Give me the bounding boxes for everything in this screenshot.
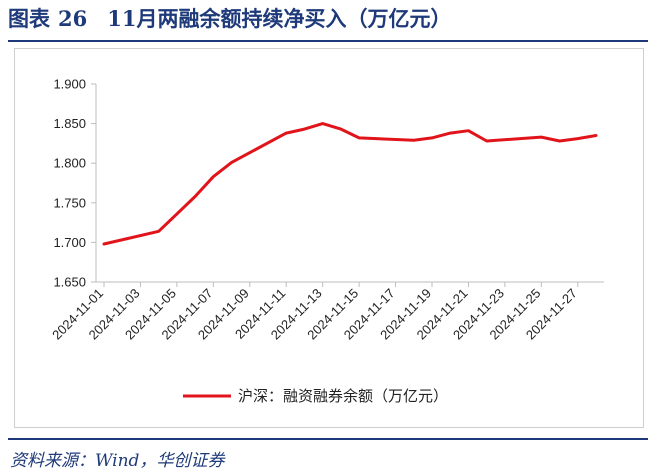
data-point [467,129,470,132]
data-point [558,139,561,143]
data-point [303,127,306,131]
data-point [230,161,233,164]
data-point [175,212,179,216]
y-tick-label: 1.800 [53,156,86,171]
data-point [285,131,288,135]
source-note: 资料来源：Wind，华创证券 [10,451,225,471]
data-point [339,127,343,131]
chart-frame [14,48,644,428]
data-point [321,122,324,125]
figure-number: 26 [58,6,88,31]
data-point [212,175,215,178]
data-point [540,135,543,139]
data-point [576,137,579,140]
source-rule [8,438,648,440]
title-rule [8,40,648,42]
data-point [357,136,361,140]
data-point [412,139,415,142]
y-tick-label: 1.650 [53,275,86,290]
data-point [449,131,452,135]
data-point [193,195,197,198]
data-point [102,242,106,246]
y-tick-label: 1.750 [53,195,86,210]
data-point [430,136,434,140]
data-point [485,139,488,143]
series-line [102,122,598,246]
y-tick-label: 1.700 [53,235,86,250]
figure-title: 图表 26 11月两融余额持续净买入（万亿元） [8,4,451,34]
y-tick-label: 1.900 [53,77,86,92]
legend-label: 沪深：融资融券余额（万亿元） [238,387,448,405]
data-point [157,230,160,233]
data-point [594,134,598,137]
y-tick-label: 1.850 [53,116,86,131]
figure-label: 图表 [8,6,50,31]
figure-title-text: 11月两融余额持续净买入（万亿元） [107,6,452,31]
